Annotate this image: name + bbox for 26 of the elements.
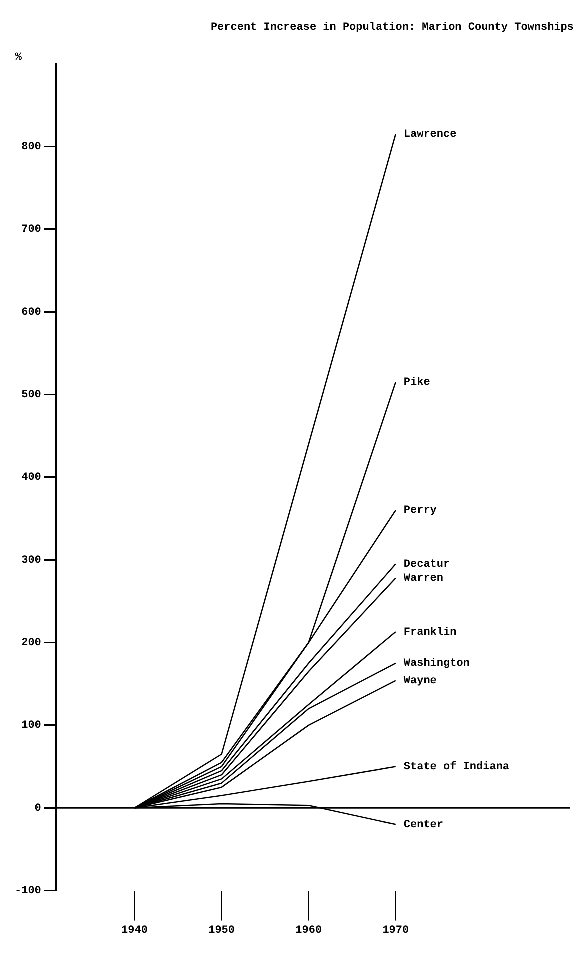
x-tick-label: 1950 bbox=[208, 925, 236, 938]
series-label: Decatur bbox=[404, 558, 450, 571]
series-label: Pike bbox=[404, 377, 431, 390]
series-label: Wayne bbox=[404, 676, 438, 688]
y-tick-label: 300 bbox=[22, 554, 42, 567]
series-label: Franklin bbox=[404, 626, 457, 639]
y-tick-label: -100 bbox=[15, 886, 42, 898]
y-tick-label: 200 bbox=[22, 638, 42, 650]
x-tick-label: 1940 bbox=[122, 925, 148, 938]
series-label: Perry bbox=[404, 505, 438, 518]
series-label: State of Indiana bbox=[404, 760, 510, 774]
y-tick-label: 100 bbox=[22, 720, 42, 732]
y-tick-label: 500 bbox=[22, 389, 42, 402]
series-label: Washington bbox=[404, 658, 470, 670]
series-label: Center bbox=[404, 819, 444, 832]
y-axis-title: % bbox=[15, 52, 22, 64]
series-label: Lawrence bbox=[404, 129, 458, 142]
series-label: Warren bbox=[404, 573, 444, 586]
chart-title: Percent Increase in Population: Marion County Townships bbox=[210, 21, 574, 36]
y-tick-label: 600 bbox=[22, 306, 42, 319]
x-tick-label: 1960 bbox=[296, 925, 322, 938]
y-tick-label: 800 bbox=[22, 141, 42, 154]
y-tick-label: 0 bbox=[34, 802, 42, 815]
x-tick-label: 1970 bbox=[382, 925, 410, 938]
y-tick-label: 700 bbox=[22, 224, 42, 236]
y-tick-label: 400 bbox=[22, 472, 42, 484]
